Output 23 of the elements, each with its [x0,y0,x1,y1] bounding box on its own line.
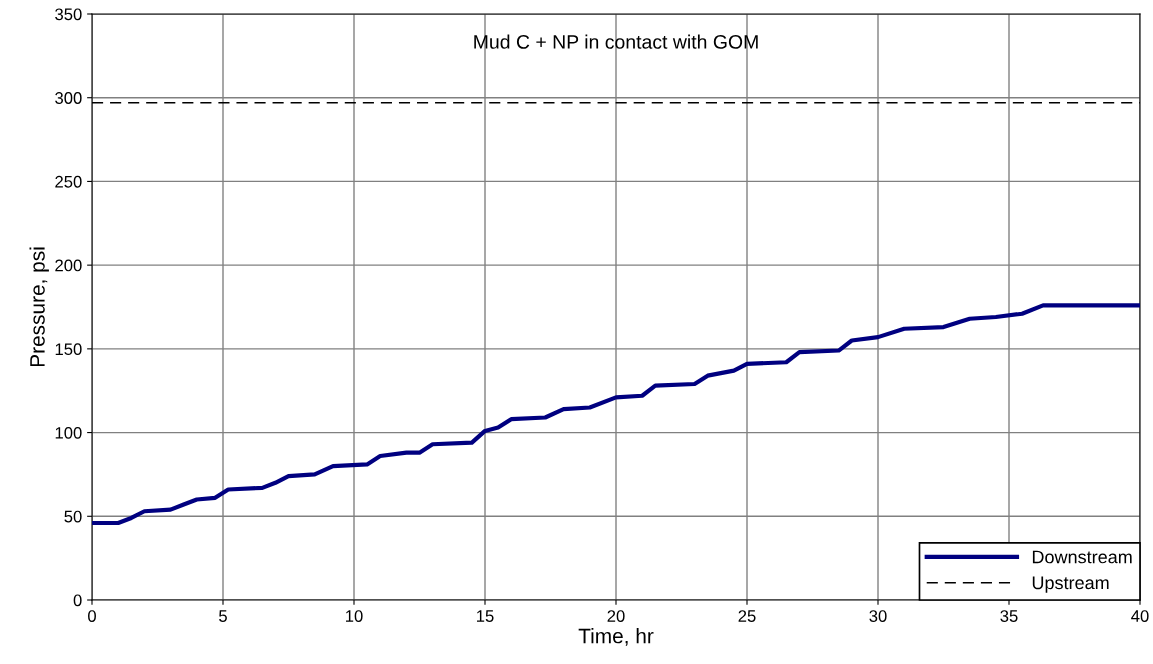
x-tick-label: 30 [869,610,887,622]
legend-label: Upstream [1032,576,1109,593]
y-axis-title: Pressure, psi [29,247,49,367]
x-tick-label: 5 [219,610,227,622]
y-tick-label: 50 [64,510,82,523]
x-tick-label: 10 [346,610,363,622]
x-tick-label: 15 [477,610,494,622]
x-tick-label: 0 [88,610,96,622]
y-tick-label: 150 [55,343,82,356]
line-series [92,303,1140,526]
y-tick-label: 200 [55,259,82,272]
x-axis-title: Time, hr [578,628,654,646]
text: Mud C + NP in contact with GOM [474,34,758,49]
y-tick-label: 100 [55,426,82,439]
x-tick-label: 35 [1000,610,1018,622]
x-tick-label: 40 [1131,610,1149,622]
y-tick-label: 0 [73,594,82,607]
y-tick-label: 250 [55,175,82,188]
x-tick-label: 20 [607,610,625,622]
y-tick-label: 300 [55,92,82,104]
y-tick-label: 350 [55,8,82,21]
x-tick-label: 25 [738,610,756,622]
legend-label: Downstream [1032,550,1132,564]
